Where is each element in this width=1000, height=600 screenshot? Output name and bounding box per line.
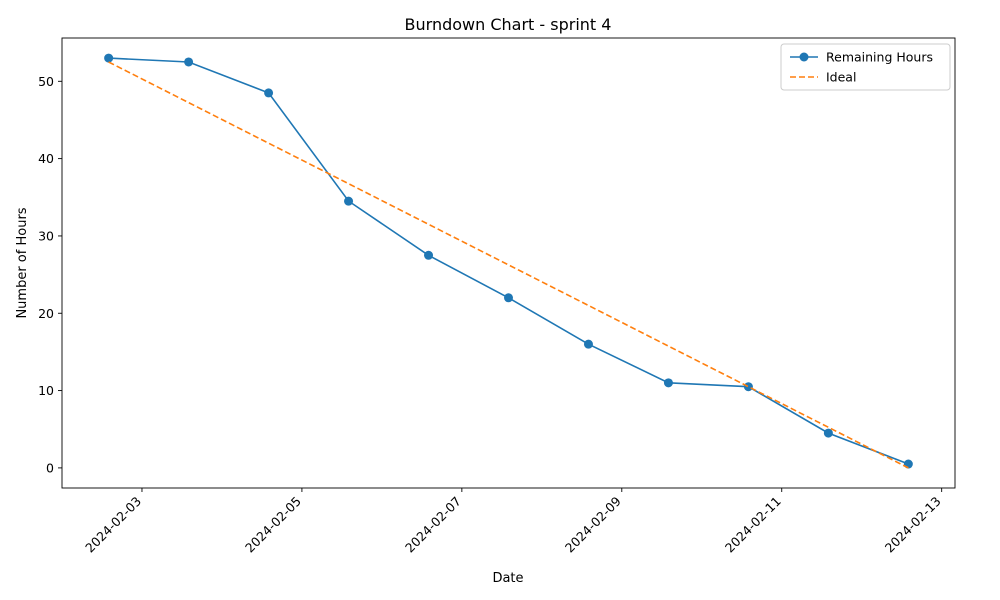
x-tick-label: 2024-02-05 <box>242 494 304 556</box>
legend-marker <box>799 52 809 62</box>
y-tick-label: 10 <box>38 383 54 398</box>
series-line-0 <box>108 57 909 465</box>
data-point <box>743 382 753 392</box>
chart-title: Burndown Chart - sprint 4 <box>405 15 612 34</box>
x-tick-label: 2024-02-03 <box>82 494 144 556</box>
data-point <box>264 88 274 98</box>
y-tick-label: 50 <box>38 74 54 89</box>
series-line-1 <box>108 61 909 469</box>
x-axis: 2024-02-03 2024-02-05 2024-02-07 2024-02-09… <box>82 488 944 555</box>
legend: Remaining Hours Ideal <box>780 43 951 91</box>
y-tick-label: 20 <box>38 306 54 321</box>
legend-label: Ideal <box>826 70 856 85</box>
x-tick-label: 2024-02-11 <box>722 494 784 556</box>
legend-box <box>780 43 951 91</box>
data-point <box>823 428 833 438</box>
y-tick-label: 30 <box>38 228 54 243</box>
x-tick-label: 2024-02-13 <box>882 494 944 556</box>
x-tick-label: 2024-02-09 <box>562 493 624 555</box>
plot-area <box>61 37 956 489</box>
data-point <box>184 57 194 67</box>
y-tick-label: 0 <box>46 460 54 475</box>
data-point <box>104 53 114 63</box>
x-tick-label: 2024-02-07 <box>402 494 464 556</box>
x-axis-label: Date <box>492 571 523 586</box>
data-point <box>583 339 593 349</box>
axes-frame <box>61 37 956 489</box>
data-point <box>344 196 354 206</box>
y-axis: 0 10 20 30 40 50 <box>38 74 62 475</box>
y-tick-label: 40 <box>38 151 54 166</box>
legend-label: Remaining Hours <box>826 50 933 65</box>
y-axis-label: Number of Hours <box>15 207 30 318</box>
data-point <box>424 250 434 260</box>
data-point <box>504 293 513 303</box>
data-point <box>663 378 673 388</box>
